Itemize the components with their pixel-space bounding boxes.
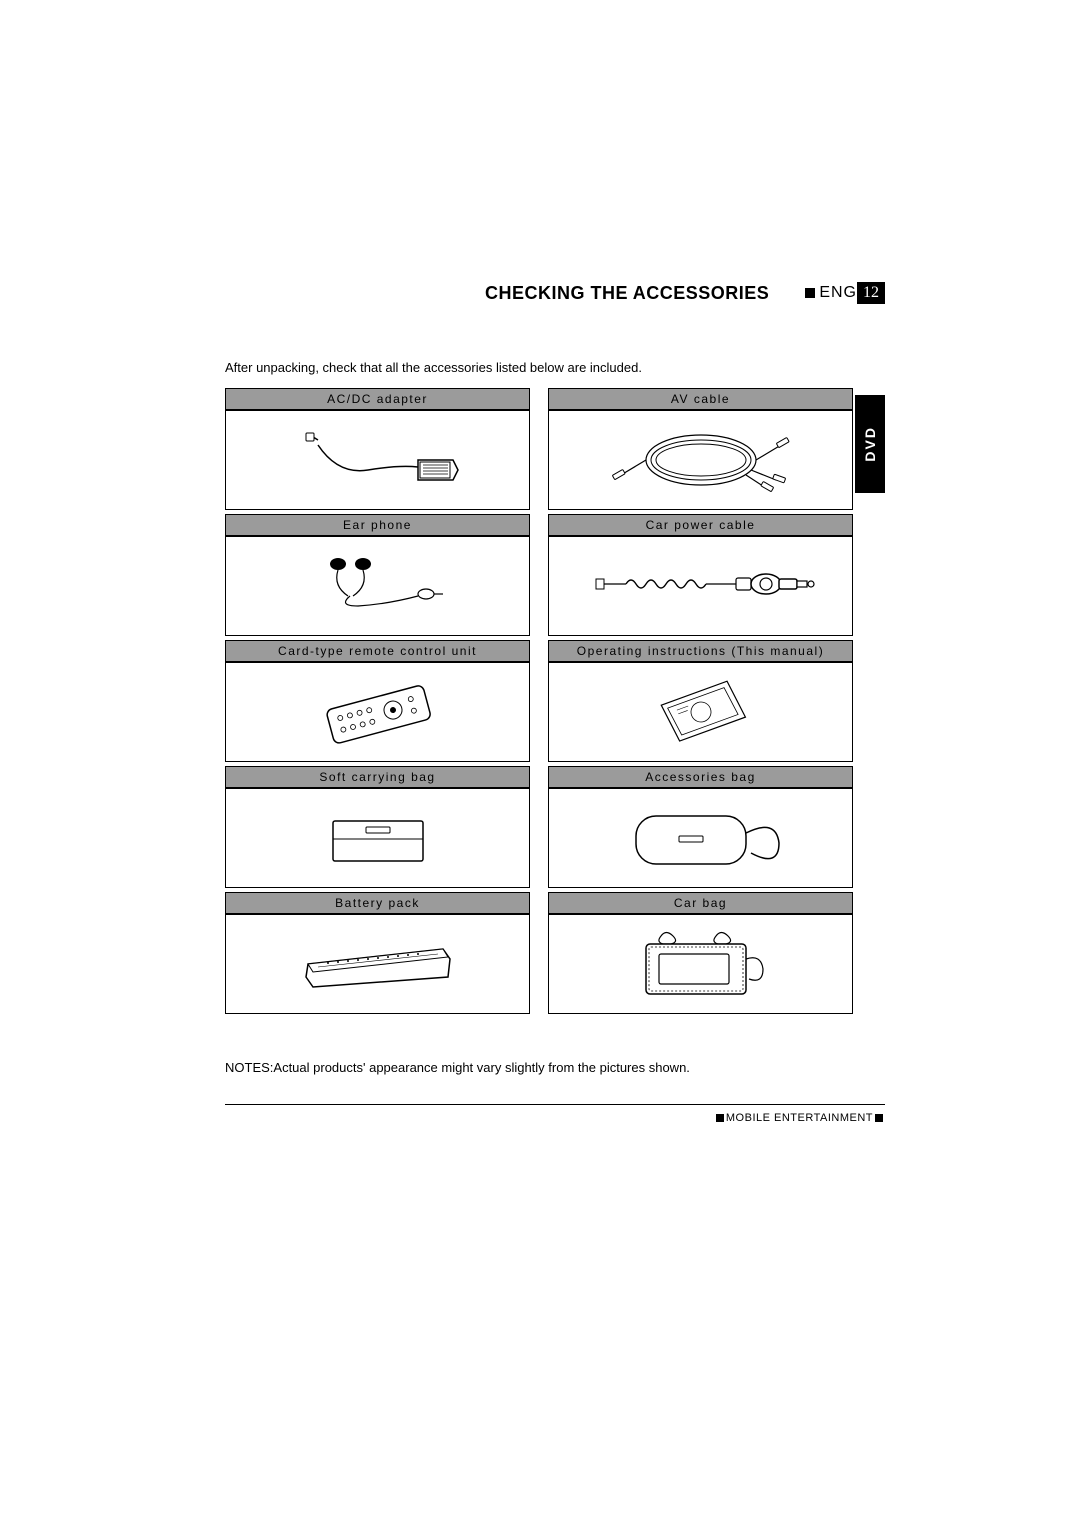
accessory-cell: Battery pack (225, 892, 530, 1014)
av-cable-icon (601, 420, 801, 500)
accessory-image (548, 662, 853, 762)
accessory-cell: Car bag (548, 892, 853, 1014)
earphone-icon (278, 546, 478, 626)
footer-text: MOBILE ENTERTAINMENT (726, 1112, 873, 1124)
accessories-bag-icon (601, 798, 801, 878)
car-power-cable-icon (581, 561, 821, 611)
accessory-cell: Ear phone (225, 514, 530, 636)
accessory-image (225, 662, 530, 762)
accessory-cell: AC/DC adapter (225, 388, 530, 510)
accessory-image (225, 536, 530, 636)
accessories-grid: AC/DC adapter AV cable (225, 388, 853, 1018)
battery-pack-icon (278, 929, 478, 999)
car-bag-icon (611, 924, 791, 1004)
side-tab: DVD (855, 395, 885, 493)
accessory-cell: Soft carrying bag (225, 766, 530, 888)
notes-text: NOTES:Actual products' appearance might … (225, 1060, 690, 1075)
accessory-label: Soft carrying bag (225, 766, 530, 788)
side-tab-label: DVD (862, 426, 878, 462)
soft-bag-icon (298, 803, 458, 873)
accessory-image (548, 914, 853, 1014)
accessory-cell: AV cable (548, 388, 853, 510)
page-title: CHECKING THE ACCESSORIES (485, 283, 769, 304)
accessory-image (548, 536, 853, 636)
accessory-label: Car bag (548, 892, 853, 914)
accessory-image (225, 788, 530, 888)
accessory-label: Accessories bag (548, 766, 853, 788)
accessory-label: Battery pack (225, 892, 530, 914)
accessory-label: Card-type remote control unit (225, 640, 530, 662)
language-indicator: ENG (805, 284, 857, 302)
page-number: 12 (857, 282, 885, 304)
accessory-image (548, 410, 853, 510)
square-marker-icon (805, 288, 815, 298)
accessory-cell: Operating instructions (This manual) (548, 640, 853, 762)
footer: MOBILE ENTERTAINMENT (714, 1112, 885, 1124)
accessory-label: Ear phone (225, 514, 530, 536)
intro-text: After unpacking, check that all the acce… (225, 360, 642, 375)
accessory-image (548, 788, 853, 888)
footer-divider (225, 1104, 885, 1105)
accessory-label: AC/DC adapter (225, 388, 530, 410)
ac-dc-adapter-icon (278, 425, 478, 495)
manual-icon (631, 672, 771, 752)
accessory-image (225, 914, 530, 1014)
accessory-cell: Accessories bag (548, 766, 853, 888)
page-header: CHECKING THE ACCESSORIES ENG 12 (225, 282, 885, 304)
accessory-label: Operating instructions (This manual) (548, 640, 853, 662)
remote-control-icon (298, 672, 458, 752)
accessory-label: AV cable (548, 388, 853, 410)
accessory-cell: Card-type remote control unit (225, 640, 530, 762)
square-marker-icon (875, 1114, 883, 1122)
square-marker-icon (716, 1114, 724, 1122)
language-code: ENG (819, 284, 857, 302)
accessory-image (225, 410, 530, 510)
accessory-cell: Car power cable (548, 514, 853, 636)
accessory-label: Car power cable (548, 514, 853, 536)
